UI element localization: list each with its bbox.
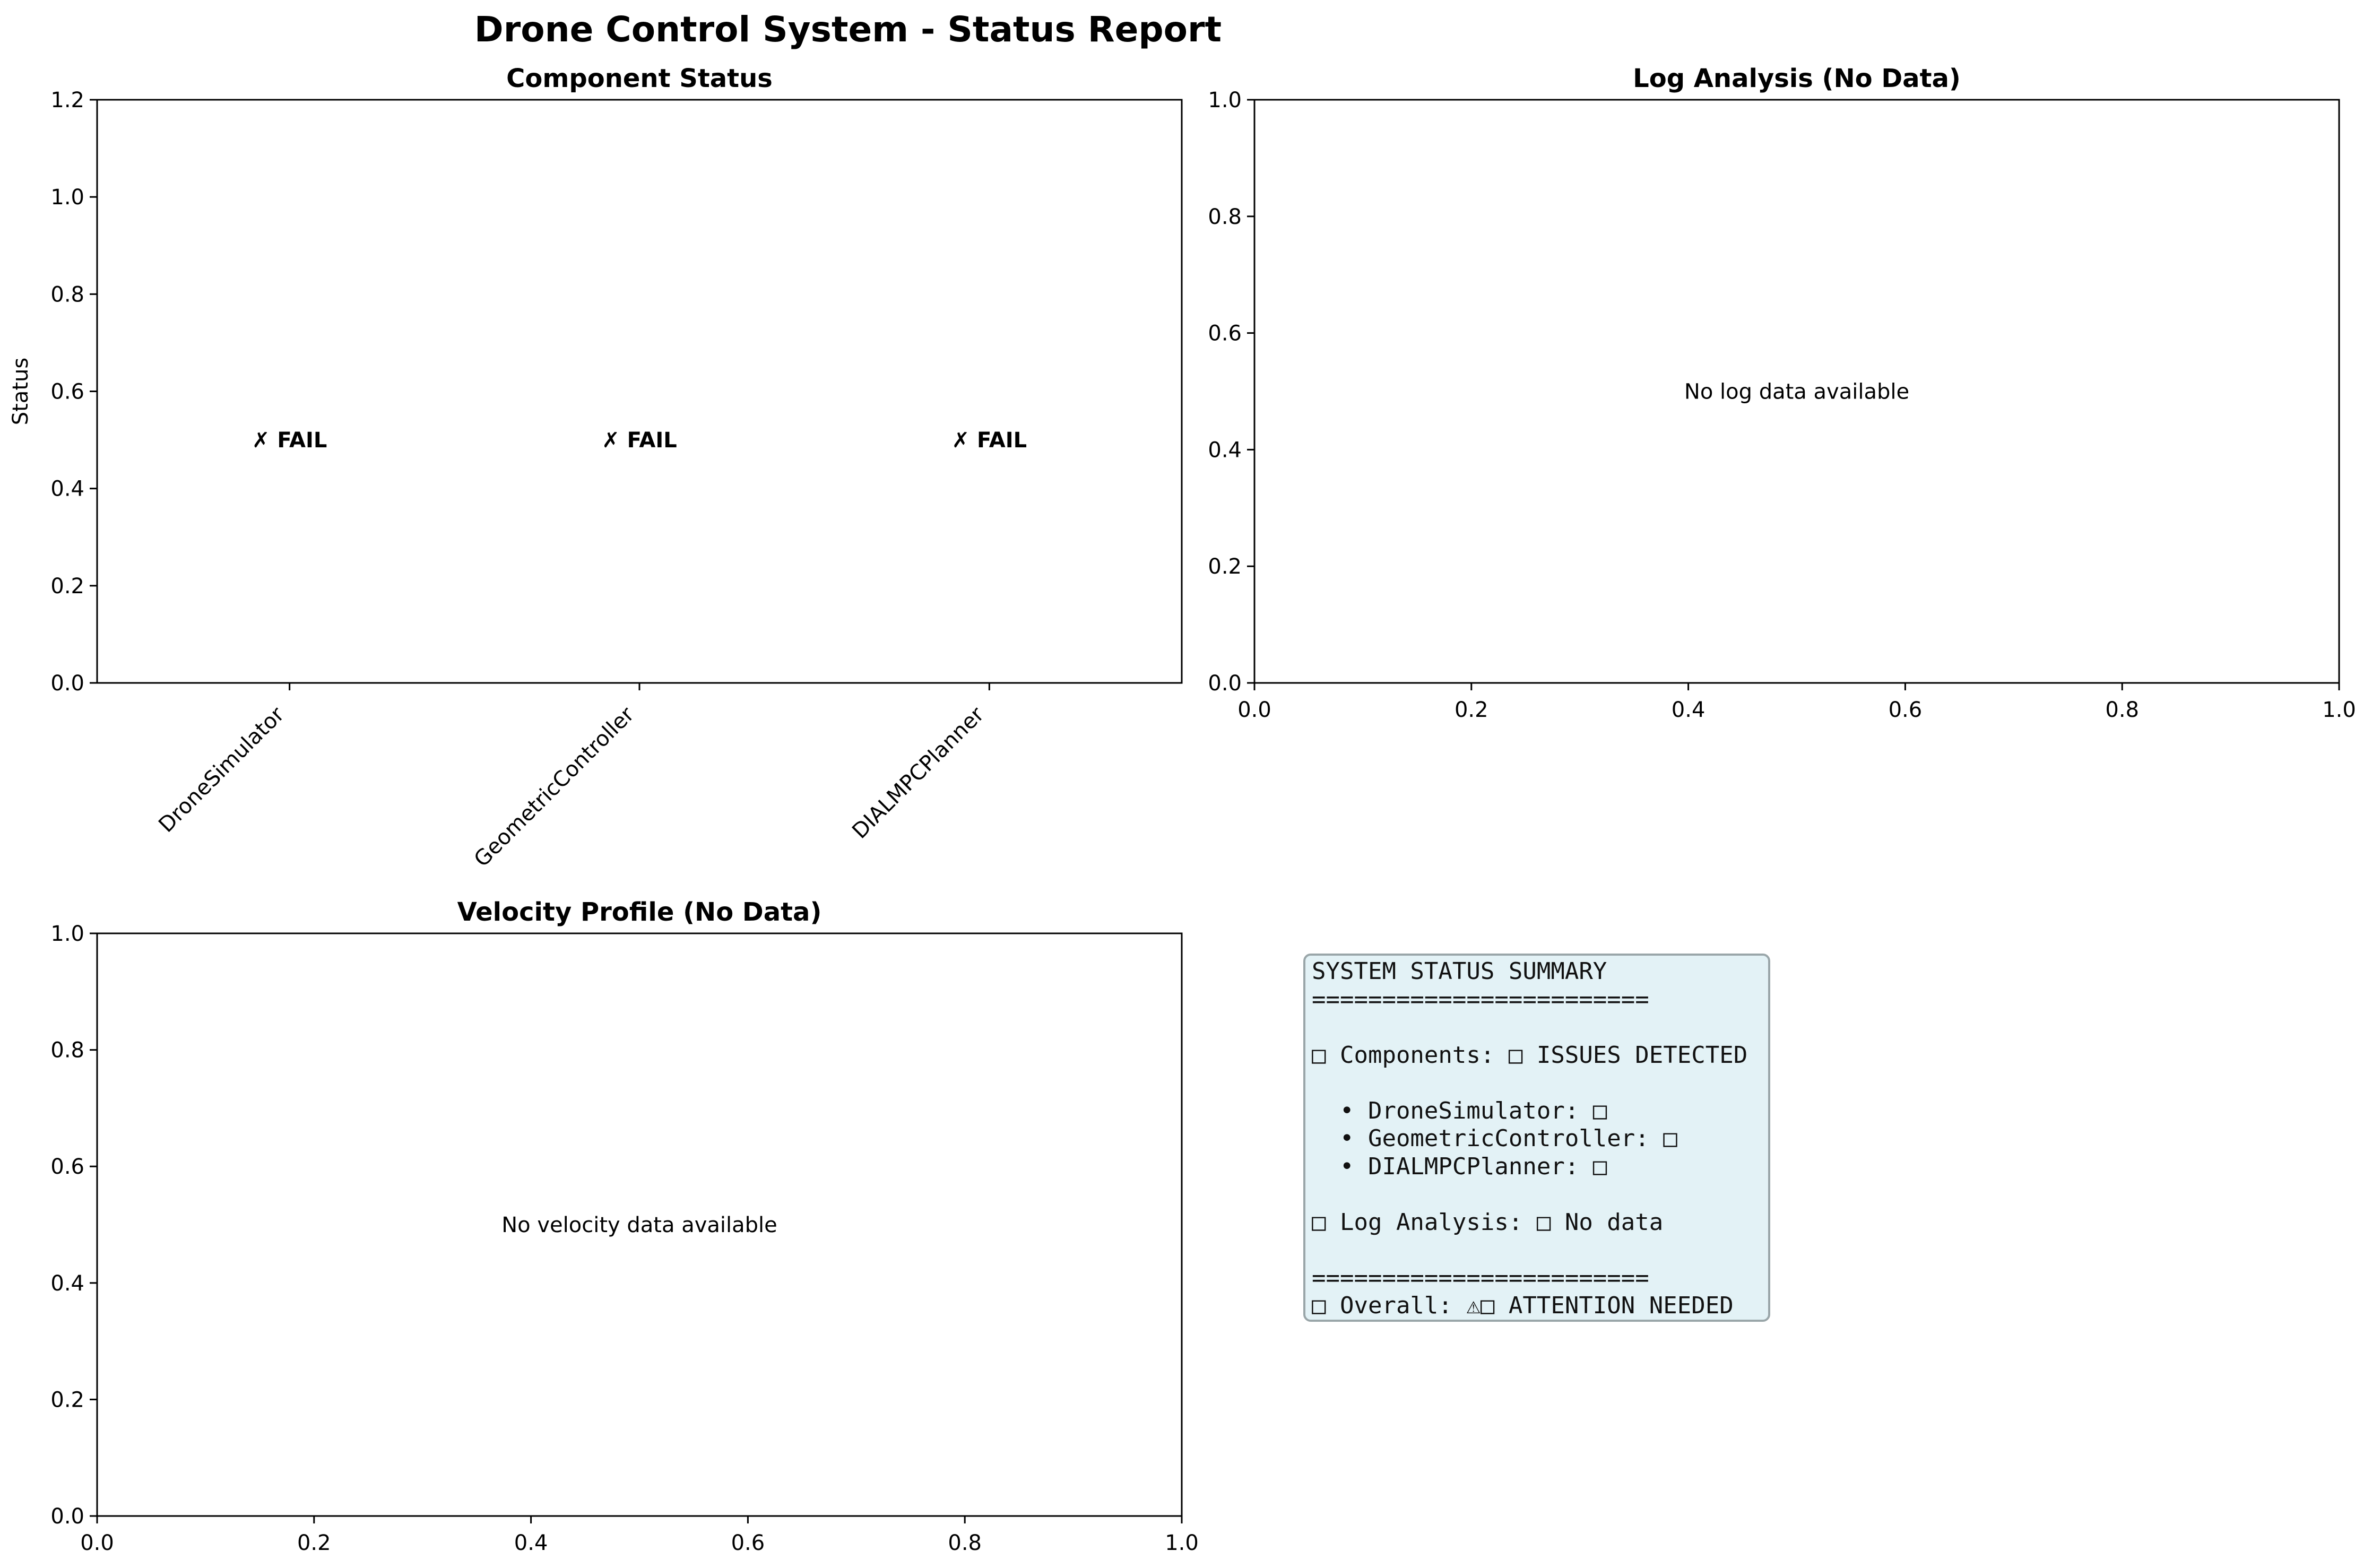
component-status-chart: Component Status 0.0 0.2 0.4 0.6 0.8 1.0 1.2 Dro…	[8, 64, 1183, 872]
summary-line: • DIALMPCPlanner: □	[1312, 1153, 1607, 1180]
y-tick-label: 0.8	[1208, 205, 1242, 229]
y-tick-label: 0.6	[1208, 322, 1242, 346]
summary-line: □ Log Analysis: □ No data	[1312, 1208, 1664, 1236]
y-tick-label: 0.2	[50, 574, 84, 599]
log-analysis-chart: Log Analysis (No Data) 0.0 0.2 0.4 0.6 0.8 1.0…	[1208, 64, 2356, 722]
x-tick-label: 0.8	[948, 1531, 982, 1555]
summary-line	[1312, 1236, 1762, 1264]
y-tick-label: 0.0	[50, 671, 84, 696]
summary-line: □ Components: □ ISSUES DETECTED	[1312, 1041, 1748, 1069]
y-tick-label: 0.2	[1208, 555, 1242, 579]
summary-line: • GeometricController: □	[1312, 1125, 1677, 1152]
summary-line	[1312, 1013, 1762, 1042]
y-tick-label: 0.6	[50, 1155, 84, 1179]
summary-line	[1312, 1181, 1762, 1209]
summary-line: ========================	[1312, 985, 1649, 1013]
chart-title: Log Analysis (No Data)	[1633, 64, 1961, 93]
summary-line: ========================	[1312, 1264, 1649, 1292]
y-tick-label: 1.0	[50, 185, 84, 210]
figure-title: Drone Control System - Status Report	[474, 9, 1222, 50]
plot-frame	[1253, 99, 2340, 684]
no-data-message: No velocity data available	[501, 1213, 777, 1237]
y-tick-label: 0.2	[50, 1388, 84, 1412]
plot-frame	[96, 99, 1183, 684]
y-tick-label: 0.8	[50, 282, 84, 307]
x-tick-label: 1.0	[2322, 698, 2356, 722]
velocity-profile-chart: Velocity Profile (No Data) 0.0 0.2 0.4 0.6 0.…	[50, 897, 1198, 1555]
x-tick-label: GeometricController	[470, 702, 639, 872]
x-tick-label: 0.6	[731, 1531, 765, 1555]
y-tick-label: 1.0	[1208, 88, 1242, 112]
x-tick-label: 0.0	[80, 1531, 114, 1555]
x-tick-label: 0.8	[2105, 698, 2139, 722]
y-tick-label: 1.2	[50, 88, 84, 112]
y-tick-label: 0.0	[1208, 671, 1242, 696]
y-axis-label: Status	[8, 358, 33, 425]
chart-title: Component Status	[506, 64, 773, 93]
x-tick-label: 0.4	[1672, 698, 1706, 722]
y-tick-label: 0.0	[50, 1504, 84, 1529]
y-tick-label: 0.4	[1208, 438, 1242, 462]
bar-status-label: ✗ FAIL	[252, 428, 327, 453]
summary-line: SYSTEM STATUS SUMMARY	[1312, 958, 1607, 985]
x-tick-label: 0.2	[1455, 698, 1488, 722]
plot-frame	[96, 932, 1183, 1517]
y-tick-label: 0.8	[50, 1038, 84, 1063]
x-tick-label: DroneSimulator	[154, 702, 289, 837]
summary-line	[1312, 1069, 1762, 1097]
x-tick-label: 0.0	[1237, 698, 1271, 722]
y-tick-label: 0.4	[50, 1271, 84, 1296]
chart-title: Velocity Profile (No Data)	[457, 897, 822, 927]
x-tick-label: DIALMPCPlanner	[847, 702, 989, 843]
summary-line: • DroneSimulator: □	[1312, 1097, 1607, 1124]
system-status-summary: SYSTEM STATUS SUMMARY ===================…	[1303, 954, 1770, 1322]
x-tick-label: 0.6	[1889, 698, 1923, 722]
x-tick-label: 0.2	[297, 1531, 331, 1555]
y-tick-label: 0.4	[50, 477, 84, 501]
x-tick-label: 1.0	[1165, 1531, 1199, 1555]
no-data-message: No log data available	[1684, 380, 1909, 404]
y-tick-label: 1.0	[50, 922, 84, 946]
y-tick-label: 0.6	[50, 380, 84, 404]
bar-status-label: ✗ FAIL	[602, 428, 677, 453]
summary-line: □ Overall: ⚠□ ATTENTION NEEDED	[1312, 1292, 1734, 1319]
bar-status-label: ✗ FAIL	[952, 428, 1027, 453]
x-tick-label: 0.4	[514, 1531, 548, 1555]
